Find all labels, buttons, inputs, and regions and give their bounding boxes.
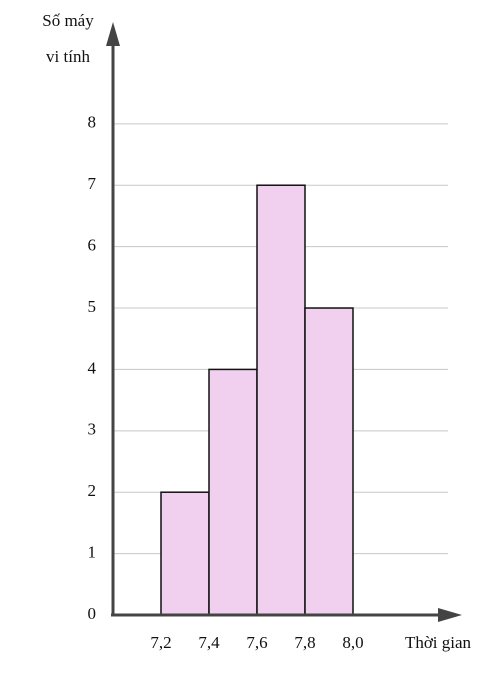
y-tick-label: 2 [88, 481, 97, 500]
y-tick-label: 4 [88, 358, 97, 377]
bar [304, 307, 354, 616]
x-axis-arrow [438, 608, 462, 622]
y-axis-arrow [106, 22, 120, 46]
bars [160, 184, 354, 616]
x-tick-label: 7,6 [246, 633, 267, 652]
y-tick-label: 6 [88, 236, 97, 255]
y-axis-label: vi tính [46, 47, 90, 66]
bar [256, 184, 306, 616]
y-tick-label: 3 [88, 420, 97, 439]
y-tick-label: 0 [88, 604, 97, 623]
x-tick-label: 7,8 [294, 633, 315, 652]
x-axis-label: Thời gian [405, 633, 472, 652]
y-tick-label: 1 [88, 543, 97, 562]
y-tick-label: 7 [88, 174, 97, 193]
bar [208, 368, 258, 616]
x-tick-label: 7,4 [198, 633, 220, 652]
x-tick-label: 7,2 [150, 633, 171, 652]
y-tick-label: 8 [88, 113, 97, 132]
y-axis-label: Số máy [42, 11, 94, 30]
x-tick-label: 8,0 [342, 633, 363, 652]
y-tick-label: 5 [88, 297, 97, 316]
bar [160, 491, 210, 616]
